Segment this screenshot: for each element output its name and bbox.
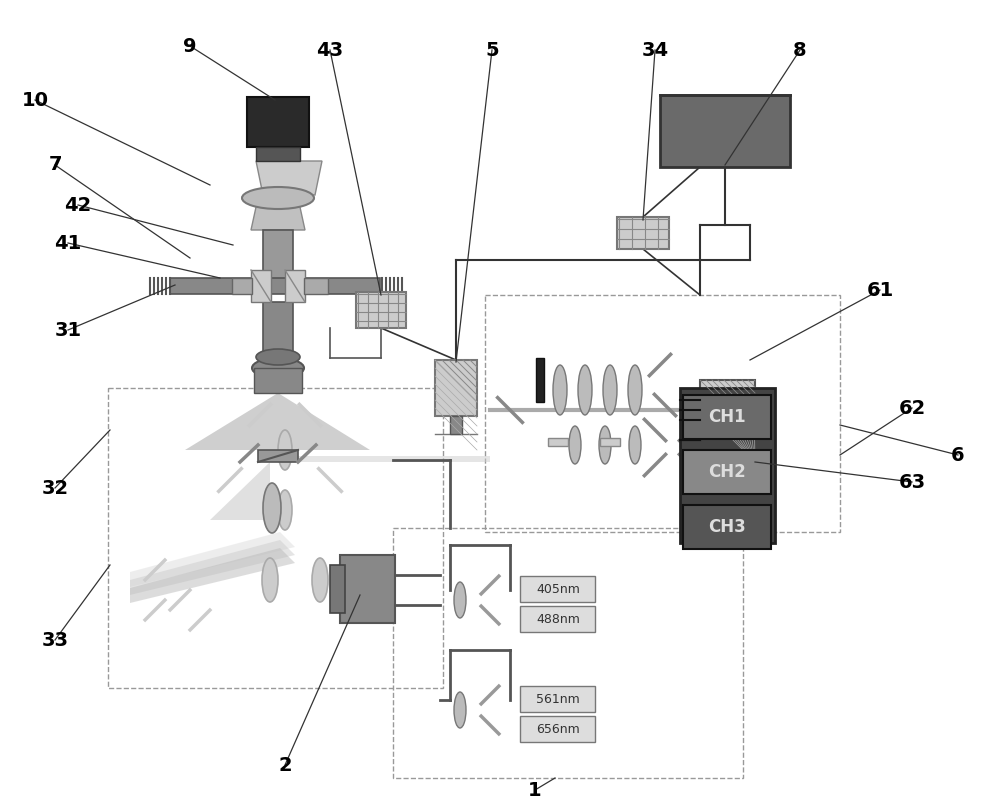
Ellipse shape [603, 365, 617, 415]
Text: 63: 63 [898, 473, 926, 492]
Bar [285, 270, 305, 302]
Text: CH3: CH3 [708, 518, 746, 536]
Bar [263, 302, 293, 357]
Text: 405nm: 405nm [536, 583, 580, 596]
Bar [485, 295, 840, 532]
Bar [520, 686, 595, 712]
Text: 32: 32 [41, 478, 69, 497]
Text: 31: 31 [54, 320, 82, 340]
Polygon shape [130, 532, 295, 587]
Bar [266, 198, 290, 240]
Bar [304, 278, 328, 294]
Text: 5: 5 [485, 40, 499, 60]
Ellipse shape [599, 426, 611, 464]
Bar [683, 505, 771, 549]
Bar [340, 555, 395, 623]
Ellipse shape [454, 582, 466, 618]
Bar [247, 97, 309, 147]
Text: 1: 1 [528, 781, 542, 799]
Ellipse shape [312, 558, 328, 602]
Ellipse shape [569, 426, 581, 464]
Ellipse shape [278, 430, 292, 470]
Bar [251, 270, 271, 302]
Bar [254, 368, 302, 393]
Text: 6: 6 [951, 445, 965, 464]
Ellipse shape [454, 692, 466, 728]
Bar [536, 358, 544, 402]
Bar [256, 147, 300, 161]
Bar [520, 606, 595, 632]
Bar [232, 278, 252, 294]
Text: 9: 9 [183, 36, 197, 56]
Polygon shape [210, 462, 270, 520]
Ellipse shape [256, 349, 300, 365]
Ellipse shape [628, 365, 642, 415]
Bar [393, 528, 743, 778]
Ellipse shape [263, 483, 281, 533]
Bar [683, 395, 771, 439]
Bar [617, 217, 669, 249]
Polygon shape [185, 393, 278, 450]
Bar [258, 450, 298, 462]
Text: 61: 61 [866, 280, 894, 299]
Ellipse shape [252, 358, 304, 378]
Text: 561nm: 561nm [536, 692, 580, 705]
Text: 41: 41 [54, 233, 82, 253]
Bar [680, 388, 775, 543]
Text: 656nm: 656nm [536, 723, 580, 736]
Bar [263, 230, 293, 280]
Polygon shape [130, 548, 295, 603]
Bar [170, 278, 380, 294]
Polygon shape [256, 161, 322, 195]
Bar [520, 716, 595, 742]
Text: CH2: CH2 [708, 463, 746, 481]
Text: 43: 43 [316, 40, 344, 60]
Ellipse shape [242, 187, 314, 209]
Polygon shape [278, 393, 370, 450]
Text: 7: 7 [48, 155, 62, 175]
Bar [548, 438, 568, 446]
Bar [600, 438, 620, 446]
Bar [108, 388, 443, 688]
Bar [700, 380, 755, 462]
Text: 42: 42 [64, 196, 92, 214]
Text: 8: 8 [793, 40, 807, 60]
Text: 34: 34 [641, 40, 669, 60]
Bar [435, 360, 477, 416]
Text: 488nm: 488nm [536, 613, 580, 625]
Ellipse shape [278, 490, 292, 530]
Bar [450, 416, 462, 434]
Ellipse shape [262, 558, 278, 602]
Bar [330, 565, 345, 613]
Ellipse shape [578, 365, 592, 415]
Text: 2: 2 [278, 756, 292, 774]
Bar [520, 576, 595, 602]
Polygon shape [278, 456, 490, 462]
Polygon shape [130, 540, 295, 595]
Text: 33: 33 [42, 630, 68, 650]
Polygon shape [251, 198, 305, 230]
Bar [356, 292, 406, 328]
Text: CH1: CH1 [708, 408, 746, 426]
Text: 10: 10 [22, 90, 48, 109]
Bar [683, 450, 771, 494]
Ellipse shape [553, 365, 567, 415]
Ellipse shape [629, 426, 641, 464]
Bar [660, 95, 790, 167]
Text: 62: 62 [898, 398, 926, 418]
